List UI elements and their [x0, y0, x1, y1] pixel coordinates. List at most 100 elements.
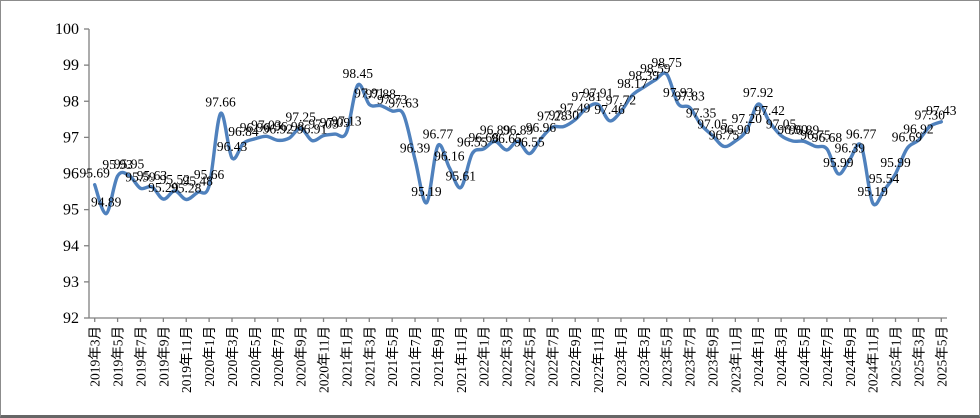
data-point-label: 96.39: [835, 140, 866, 155]
x-axis-tick-label: 2022年11月: [591, 326, 606, 393]
data-point-label: 96.55: [514, 135, 545, 150]
data-point-label: 95.54: [869, 171, 900, 186]
data-point-label: 97.05: [308, 117, 339, 132]
data-point-label: 96.89: [480, 122, 511, 137]
data-point-label: 96.68: [468, 130, 499, 145]
x-axis-tick-label: 2023年9月: [705, 326, 720, 387]
x-axis-tick-label: 2021年5月: [385, 326, 400, 387]
data-point-label: 96.43: [217, 139, 248, 154]
data-point-label: 96.84: [228, 124, 259, 139]
data-point-label: 96.92: [263, 121, 293, 136]
x-axis-tick-label: 2025年5月: [934, 326, 949, 387]
data-point-label: 97.03: [251, 117, 282, 132]
data-point-label: 97.46: [594, 102, 625, 117]
data-point-label: 97.63: [388, 96, 419, 111]
data-point-label: 96.91: [297, 122, 327, 137]
data-point-label: 96.96: [526, 120, 557, 135]
x-axis-tick-label: 2024年11月: [866, 326, 881, 393]
x-axis-tick-label: 2022年5月: [522, 326, 537, 387]
x-axis-tick-label: 2020年5月: [248, 326, 263, 387]
data-point-label: 97.93: [663, 85, 694, 100]
data-point-label: 96.92: [903, 121, 933, 136]
data-point-label: 95.59: [125, 169, 156, 184]
data-point-label: 97.25: [285, 109, 316, 124]
data-point-label: 97.13: [331, 114, 362, 129]
data-point-label: 97.43: [926, 103, 957, 118]
data-point-label: 96.89: [503, 122, 534, 137]
x-axis-tick-label: 2020年1月: [202, 326, 217, 387]
data-point-label: 96.65: [491, 131, 522, 146]
y-axis-tick-label: 99: [63, 57, 79, 74]
y-axis-tick-label: 100: [55, 21, 79, 38]
data-point-label: 96.77: [846, 127, 877, 142]
data-point-label: 95.95: [114, 156, 145, 171]
data-point-label: 95.19: [411, 184, 442, 199]
x-axis-tick-label: 2020年11月: [317, 326, 332, 393]
data-point-label: 98.75: [652, 55, 683, 70]
y-axis-tick-label: 95: [63, 202, 79, 219]
data-point-label: 96.39: [400, 140, 431, 155]
data-point-label: 98.39: [629, 68, 660, 83]
data-point-label: 96.90: [720, 122, 751, 137]
data-point-label: 97.83: [674, 88, 705, 103]
x-axis-tick-label: 2019年7月: [133, 326, 148, 387]
data-point-label: 96.90: [777, 122, 808, 137]
data-point-label: 95.99: [823, 155, 854, 170]
data-point-label: 97.49: [560, 101, 591, 116]
y-axis-tick-label: 92: [63, 310, 79, 327]
data-point-label: 94.89: [91, 195, 122, 210]
x-axis-tick-label: 2022年9月: [568, 326, 583, 387]
x-axis-tick-label: 2020年9月: [294, 326, 309, 387]
data-point-label: 95.29: [148, 180, 179, 195]
y-axis-tick-label: 96: [63, 166, 79, 183]
data-point-label: 95.28: [171, 181, 202, 196]
data-point-label: 97.09: [320, 115, 351, 130]
data-point-label: 95.48: [182, 173, 213, 188]
data-point-label: 98.17: [617, 76, 648, 91]
data-point-label: 96.89: [789, 122, 820, 137]
x-axis-tick-label: 2024年3月: [774, 326, 789, 387]
data-point-label: 96.69: [892, 130, 923, 145]
data-point-label: 97.91: [354, 86, 384, 101]
x-axis-tick-label: 2024年1月: [751, 326, 766, 387]
data-point-label: 96.68: [812, 130, 843, 145]
data-point-label: 97.05: [766, 117, 797, 132]
data-point-label: 97.81: [571, 89, 601, 104]
data-point-label: 95.69: [80, 166, 111, 181]
data-point-label: 97.72: [606, 92, 636, 107]
data-point-label: 97.30: [549, 108, 580, 123]
data-point-label: 97.91: [583, 86, 613, 101]
data-point-label: 97.28: [537, 108, 568, 123]
y-axis-tick-label: 93: [63, 274, 79, 291]
x-axis-tick-label: 2024年7月: [820, 326, 835, 387]
data-point-label: 95.99: [880, 155, 911, 170]
data-point-label: 97.30: [915, 108, 946, 123]
x-axis-tick-label: 2019年9月: [156, 326, 171, 387]
x-axis-tick-label: 2024年5月: [797, 326, 812, 387]
data-point-label: 95.63: [137, 168, 168, 183]
x-axis-tick-label: 2025年1月: [889, 326, 904, 387]
x-axis-tick-label: 2025年3月: [911, 326, 926, 387]
data-point-label: 96.77: [423, 127, 454, 142]
x-axis-tick-label: 2021年7月: [408, 326, 423, 387]
data-point-label: 97.88: [366, 87, 397, 102]
data-point-label: 95.19: [857, 184, 888, 199]
x-axis-tick-label: 2021年3月: [362, 326, 377, 387]
data-point-label: 95.66: [194, 167, 225, 182]
x-axis-tick-label: 2023年7月: [683, 326, 698, 387]
data-point-label: 98.59: [640, 61, 671, 76]
data-point-label: 96.16: [434, 149, 465, 164]
data-point-label: 97.92: [743, 85, 773, 100]
data-point-label: 96.96: [240, 120, 271, 135]
x-axis-tick-label: 2022年3月: [500, 326, 515, 387]
x-axis-tick-label: 2021年11月: [454, 326, 469, 393]
series-line: [93, 71, 943, 216]
data-point-label: 97.73: [377, 92, 408, 107]
x-axis-tick-label: 2019年11月: [179, 326, 194, 393]
data-point-label: 97.35: [686, 106, 717, 121]
data-point-label: 96.75: [800, 127, 831, 142]
data-point-label: 96.55: [457, 135, 488, 150]
data-point-label: 95.93: [102, 157, 133, 172]
